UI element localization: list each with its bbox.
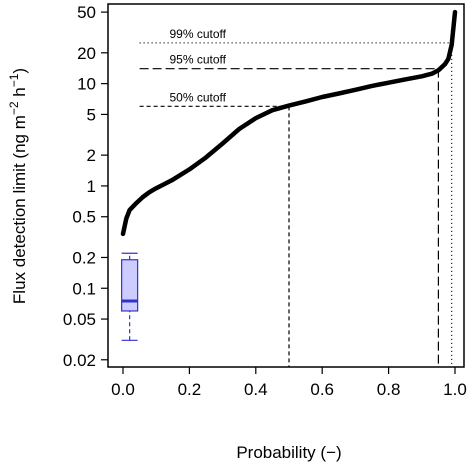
y-tick-label: 0.5 (72, 208, 96, 227)
y-axis-title-end: ) (10, 68, 29, 74)
y-tick-label: 0.05 (63, 310, 96, 329)
cutoff-lines (139, 42, 453, 367)
y-axis-title-sup1: −2 (7, 101, 21, 115)
x-tick-label: 0.8 (377, 380, 401, 399)
y-tick-label: 0.02 (63, 351, 96, 370)
x-tick-label: 0.4 (244, 380, 268, 399)
x-tick-label: 1.0 (443, 380, 467, 399)
y-tick-label: 50 (77, 3, 96, 22)
cutoff-label: 95% cutoff (169, 53, 226, 67)
y-axis-title-main: Flux detection limit (ng m (10, 115, 29, 304)
x-axis-title: Probability (−) (236, 443, 341, 462)
boxplot-box (121, 259, 139, 312)
y-tick-label: 10 (77, 75, 96, 94)
x-tick-label: 0.6 (310, 380, 334, 399)
y-tick-label: 2 (87, 146, 96, 165)
boxplot (121, 252, 139, 341)
y-tick-label: 0.1 (72, 279, 96, 298)
x-axis: 0.0 0.2 0.4 0.6 0.8 1.0 (111, 367, 467, 399)
y-axis-title-sup2: −1 (7, 73, 21, 87)
y-tick-label: 1 (87, 177, 96, 196)
y-tick-label: 20 (77, 44, 96, 63)
x-tick-label: 0.2 (178, 380, 202, 399)
y-axis-title: Flux detection limit (ng m−2 h−1) (7, 68, 29, 304)
cutoff-label: 99% cutoff (169, 27, 226, 41)
cutoff-label: 50% cutoff (169, 90, 226, 104)
y-axis: 0.02 0.05 0.1 0.2 0.5 1 2 5 10 20 50 (63, 3, 108, 370)
y-tick-label: 0.2 (72, 248, 96, 267)
cutoff-labels: 50% cutoff 95% cutoff 99% cutoff (169, 27, 226, 104)
series-line (120, 9, 458, 237)
y-tick-label: 5 (87, 105, 96, 124)
x-tick-label: 0.0 (111, 380, 135, 399)
y-axis-title-mid: h (10, 87, 29, 101)
